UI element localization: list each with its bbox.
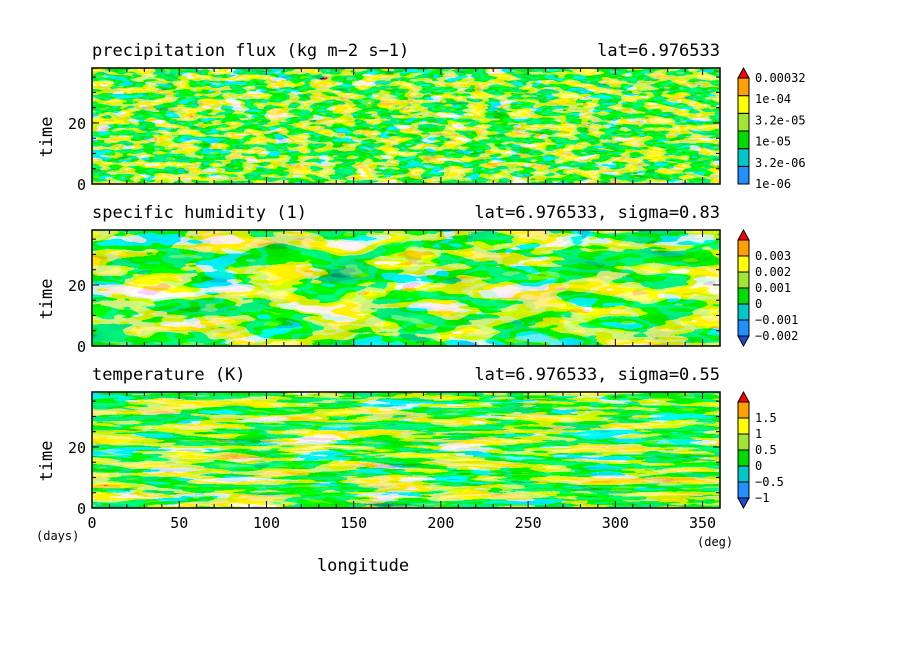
x-axis-label: longitude [317, 556, 409, 576]
colorbar-max-triangle [737, 228, 750, 241]
colorbar-swatch [737, 112, 750, 132]
panel-subtitle: lat=6.976533, sigma=0.55 [474, 365, 720, 385]
colorbar-label: 0.001 [755, 281, 791, 295]
colorbar-label: 0.003 [755, 249, 791, 263]
colorbar-swatch [737, 465, 750, 483]
colorbar-label: 0 [755, 459, 762, 473]
x-tick-label: 250 [515, 514, 542, 532]
colorbar-label: 3.2e-06 [755, 156, 806, 170]
y-unit-label: (days) [36, 529, 79, 543]
colorbar-swatch [737, 319, 750, 337]
colorbar: 0.00032 1e-04 3.2e-05 1e-05 3.2e-06 1e-06 [737, 66, 806, 191]
colorbar-label: 0 [755, 297, 762, 311]
colorbar-label: −1 [755, 491, 769, 505]
x-tick-label: 200 [427, 514, 454, 532]
colorbar-max-triangle [737, 66, 750, 79]
x-unit-label: (deg) [697, 535, 733, 549]
colorbar-max-triangle [737, 390, 750, 403]
heatmap-field [92, 230, 720, 346]
colorbar-label: 0.5 [755, 443, 777, 457]
x-tick-label: 150 [340, 514, 367, 532]
panel-subtitle: lat=6.976533, sigma=0.83 [474, 203, 720, 223]
colorbar-label: −0.5 [755, 475, 784, 489]
y-tick-label: 0 [77, 176, 86, 194]
colorbar-swatch [737, 401, 750, 419]
panel-title: temperature (K) [92, 365, 246, 385]
colorbar-label: 1e-05 [755, 135, 791, 149]
colorbar-swatch [737, 433, 750, 451]
colorbar-label: 1e-06 [755, 177, 791, 191]
y-tick-label: 20 [68, 277, 86, 295]
colorbar-swatch [737, 165, 750, 185]
colorbar-swatch [737, 449, 750, 467]
panel-3: temperature (K) lat=6.976533, sigma=0.55 t… [36, 365, 784, 576]
panel-subtitle: lat=6.976533 [597, 41, 720, 61]
colorbar: 1.5 1 0.5 0 −0.5 −1 [737, 390, 784, 510]
colorbar-swatch [737, 239, 750, 257]
colorbar-label: 3.2e-05 [755, 113, 806, 127]
y-tick-label: 0 [77, 338, 86, 356]
x-tick-label: 300 [602, 514, 629, 532]
colorbar-swatch [737, 481, 750, 499]
colorbar: 0.003 0.002 0.001 0 −0.001 −0.002 [737, 228, 798, 348]
colorbar-swatch [737, 77, 750, 97]
colorbar-swatch [737, 95, 750, 114]
y-tick-label: 20 [68, 439, 86, 457]
colorbar-min-triangle [737, 335, 750, 348]
colorbar-label: 0.002 [755, 265, 791, 279]
colorbar-swatch [737, 303, 750, 321]
y-axis-label: time [37, 441, 57, 482]
panel-1: precipitation flux (kg m−2 s−1) lat=6.976… [37, 41, 806, 194]
y-tick-label: 0 [77, 500, 86, 518]
panel-title: precipitation flux (kg m−2 s−1) [92, 41, 409, 61]
colorbar-swatch [737, 255, 750, 273]
panel-2: specific humidity (1) lat=6.976533, sigma… [37, 203, 798, 356]
x-tick-label: 350 [689, 514, 716, 532]
heatmap-field [92, 392, 720, 508]
colorbar-swatch [737, 287, 750, 305]
x-tick-label: 50 [170, 514, 188, 532]
colorbar-label: 1.5 [755, 411, 777, 425]
y-tick-label: 20 [68, 115, 86, 133]
colorbar-label: −0.002 [755, 329, 798, 343]
x-tick-label: 0 [87, 514, 96, 532]
colorbar-label: 1 [755, 427, 762, 441]
colorbar-label: 1e-04 [755, 92, 791, 106]
y-axis-label: time [37, 117, 57, 158]
colorbar-label: −0.001 [755, 313, 798, 327]
heatmap-field [92, 68, 720, 184]
y-axis-label: time [37, 279, 57, 320]
x-tick-label: 100 [253, 514, 280, 532]
colorbar-swatch [737, 148, 750, 167]
panel-title: specific humidity (1) [92, 203, 307, 223]
colorbar-min-triangle [737, 497, 750, 510]
colorbar-swatch [737, 271, 750, 289]
colorbar-swatch [737, 130, 750, 150]
colorbar-swatch [737, 417, 750, 435]
colorbar-label: 0.00032 [755, 71, 806, 85]
